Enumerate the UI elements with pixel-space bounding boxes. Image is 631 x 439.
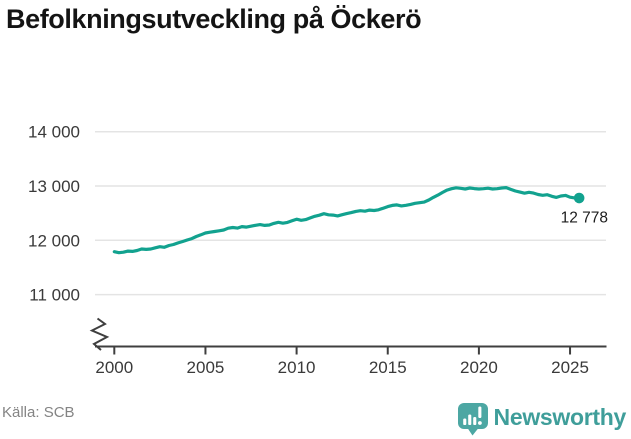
page-title: Befolkningsutveckling på Öckerö	[6, 4, 422, 34]
last-value-annotation: 12 778	[561, 210, 608, 227]
population-series-line	[112, 186, 581, 255]
axis-break-icon	[89, 317, 110, 351]
x-tick-label: 2000	[95, 358, 133, 377]
x-tick-label: 2005	[187, 358, 225, 377]
y-tick-label: 11 000	[29, 286, 80, 305]
newsworthy-logo[interactable]: Newsworthy	[457, 402, 627, 438]
source-label: Källa: SCB	[2, 404, 75, 421]
y-tick-label: 14 000	[28, 123, 80, 142]
newsworthy-wordmark: Newsworthy	[493, 404, 627, 430]
last-point-marker[interactable]	[573, 192, 585, 204]
x-tick-label: 2020	[460, 358, 498, 377]
x-tick-label: 2025	[551, 358, 589, 377]
y-tick-label: 13 000	[28, 177, 80, 196]
y-tick-label: 12 000	[28, 231, 80, 250]
newsworthy-badge-icon	[457, 403, 488, 436]
x-tick-label: 2010	[278, 358, 316, 377]
x-tick-label: 2015	[369, 358, 407, 377]
